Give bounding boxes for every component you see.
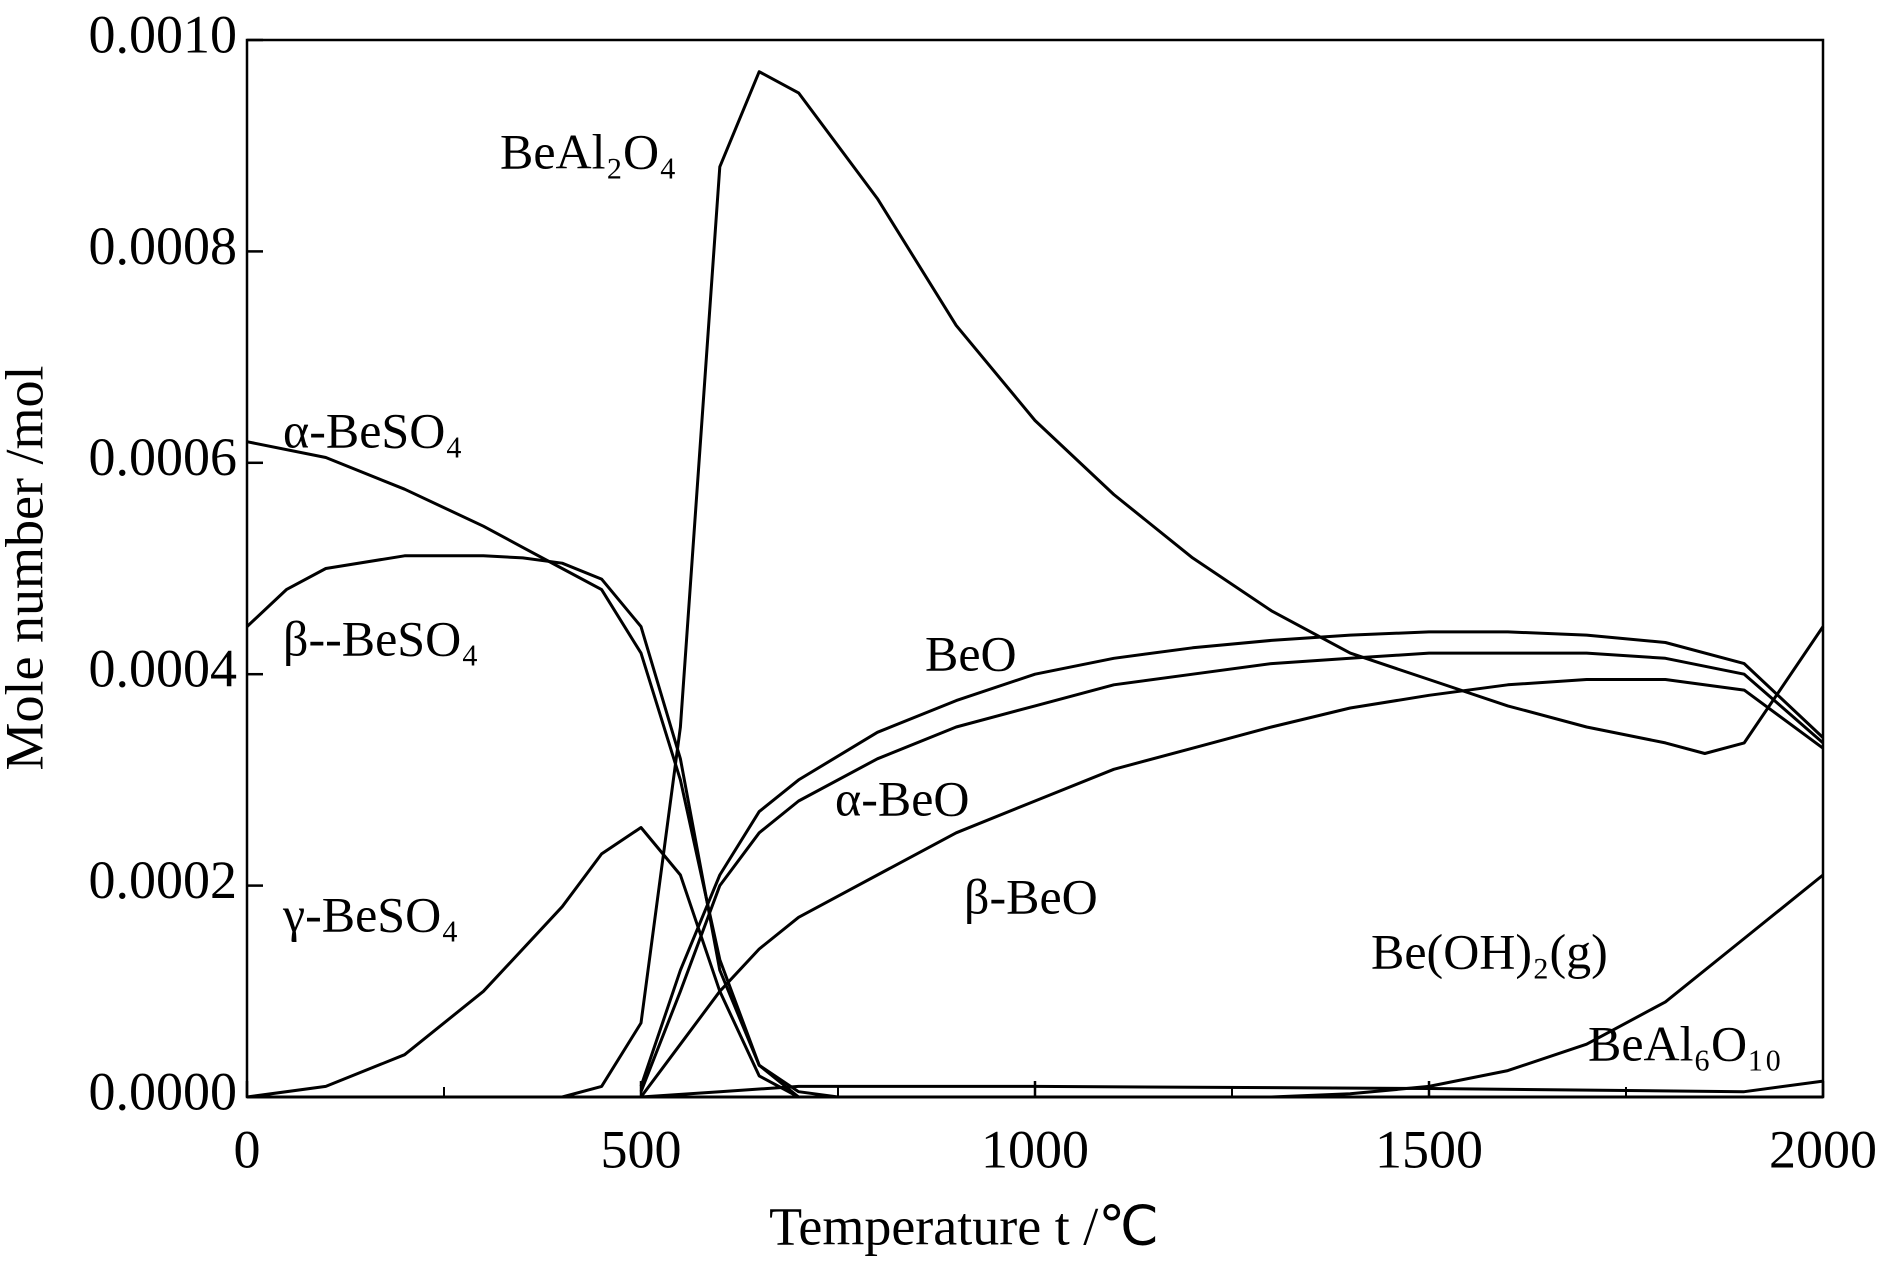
curve-label: α-BeO (835, 770, 970, 826)
curve (639, 678, 1824, 1098)
curve (639, 630, 1825, 1087)
curve-label: Be(OH)₂(g) (1371, 923, 1608, 979)
y-tick-label: 0.0004 (89, 639, 238, 699)
curve (639, 651, 1824, 1093)
curve-label: β-BeO (964, 868, 1098, 924)
x-tick-label: 2000 (1769, 1119, 1877, 1179)
x-axis-title: Temperature t /℃ (769, 1196, 1159, 1256)
y-tick-label: 0.0008 (89, 216, 238, 276)
curve-label: α-BeSO₄ (283, 402, 463, 458)
y-tick-label: 0.0006 (89, 427, 238, 487)
curve (247, 70, 1825, 1099)
curve-label: BeAl₆O₁₀ (1588, 1015, 1782, 1071)
y-tick-label: 0.0010 (89, 4, 238, 64)
x-tick-label: 0 (234, 1119, 261, 1179)
curve (246, 826, 1823, 1099)
curve (245, 554, 1823, 1099)
curve-label: γ-BeSO₄ (282, 886, 459, 942)
x-tick-label: 500 (601, 1119, 682, 1179)
curve (246, 440, 1823, 1099)
curve-label: BeO (925, 625, 1017, 681)
curve-label: BeAl₂O₄ (500, 123, 677, 179)
y-tick-label: 0.0000 (89, 1061, 238, 1121)
curve-label: β--BeSO₄ (283, 610, 479, 666)
x-tick-label: 1500 (1375, 1119, 1483, 1179)
x-tick-label: 1000 (981, 1119, 1089, 1179)
y-tick-label: 0.0002 (89, 850, 238, 910)
y-axis-title: Mole number /mol (0, 366, 54, 771)
curve (247, 873, 1824, 1099)
curve (247, 1079, 1824, 1099)
